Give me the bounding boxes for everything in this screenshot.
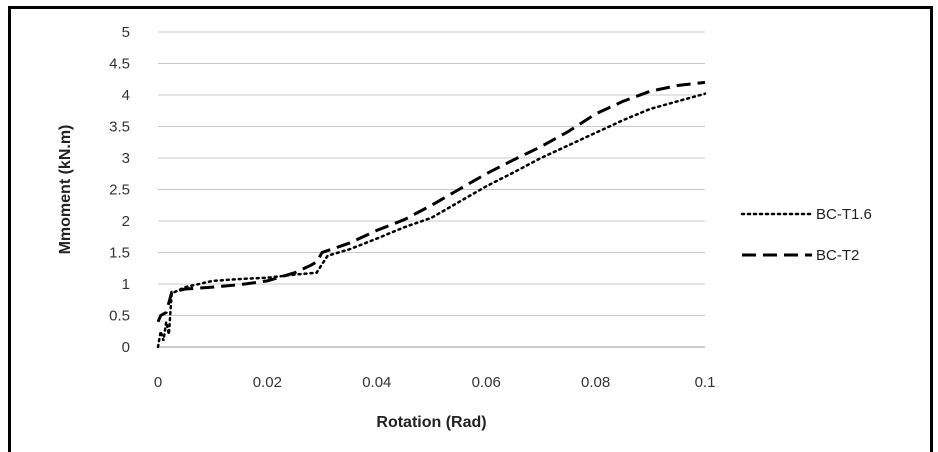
x-tick-label: 0.1 xyxy=(695,374,716,391)
series-lines xyxy=(156,80,707,349)
x-tick-label: 0.04 xyxy=(362,374,391,391)
y-tick-label: 1.5 xyxy=(109,245,130,262)
y-tick-label: 2.5 xyxy=(109,182,130,199)
grid-lines xyxy=(158,31,705,348)
y-tick-label: 3.5 xyxy=(109,119,130,136)
x-axis-ticks: 0 0.02 0.04 0.06 0.08 0.1 xyxy=(154,374,716,391)
legend-label-bc-t1-6: BC-T1.6 xyxy=(816,206,872,223)
legend: BC-T1.6 BC-T2 xyxy=(740,206,872,264)
y-tick-label: 5 xyxy=(122,24,130,41)
y-tick-label: 4 xyxy=(122,87,130,104)
y-tick-label: 1 xyxy=(122,276,130,293)
x-tick-label: 0.06 xyxy=(472,374,501,391)
y-axis-ticks: 0 0.5 1 1.5 2 2.5 3 3.5 4 4.5 5 xyxy=(109,24,130,356)
y-axis-title: Mmoment (kN.m) xyxy=(57,125,74,255)
y-tick-label: 0.5 xyxy=(109,308,130,325)
y-tick-label: 2 xyxy=(122,213,130,230)
chart-frame xyxy=(8,6,933,452)
series-line-bc-t1-6 xyxy=(156,92,707,349)
series-line-bc-t2 xyxy=(156,80,706,323)
x-tick-label: 0 xyxy=(154,374,162,391)
x-tick-label: 0.02 xyxy=(253,374,282,391)
y-tick-label: 3 xyxy=(122,150,130,167)
y-tick-label: 4.5 xyxy=(109,56,130,73)
legend-label-bc-t2: BC-T2 xyxy=(816,247,859,264)
x-tick-label: 0.08 xyxy=(581,374,610,391)
y-tick-label: 0 xyxy=(122,339,130,356)
x-axis-title: Rotation (Rad) xyxy=(376,414,486,431)
